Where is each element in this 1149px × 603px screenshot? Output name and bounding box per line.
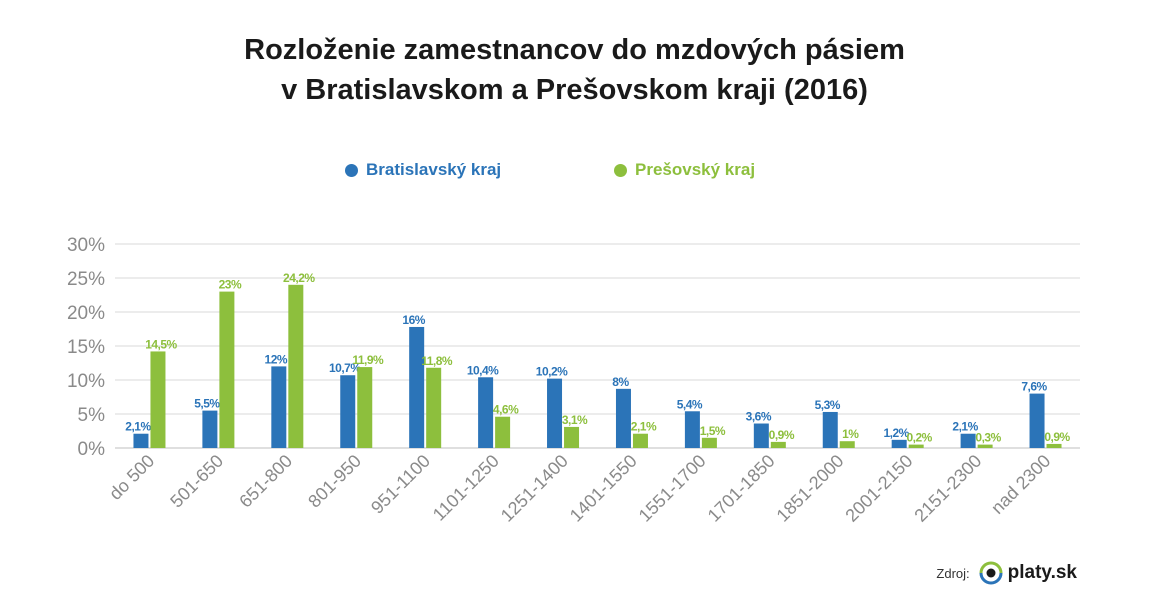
data-label-presov: 2,1% bbox=[631, 420, 657, 434]
legend-item-presov: Prešovský kraj bbox=[614, 160, 755, 180]
x-tick-label: 801-950 bbox=[304, 451, 365, 512]
data-label-presov: 1,5% bbox=[700, 424, 726, 438]
x-tick-label: 1251-1400 bbox=[497, 451, 572, 526]
data-label-presov: 24,2% bbox=[283, 271, 315, 285]
bar-presov bbox=[770, 441, 786, 448]
x-tick-label: nad 2300 bbox=[987, 451, 1054, 518]
bar-presov bbox=[357, 367, 373, 448]
bar-presov bbox=[1046, 443, 1062, 448]
x-tick-label: 2001-2150 bbox=[841, 451, 916, 526]
x-tick-label: do 500 bbox=[105, 451, 158, 504]
logo-text: platy.sk bbox=[1007, 562, 1077, 583]
bar-bratislava bbox=[1029, 393, 1045, 448]
data-label-presov: 0,2% bbox=[906, 431, 932, 445]
data-label-bratislava: 12% bbox=[265, 352, 288, 366]
legend-item-bratislava: Bratislavský kraj bbox=[345, 160, 501, 180]
title-line-1: Rozloženie zamestnancov do mzdových pási… bbox=[244, 34, 905, 66]
data-label-bratislava: 2,1% bbox=[125, 420, 151, 434]
bar-presov bbox=[495, 416, 511, 448]
x-tick-label: 1101-1250 bbox=[429, 451, 503, 525]
y-tick-label: 25% bbox=[67, 269, 105, 290]
legend-dot-bratislava bbox=[345, 163, 358, 177]
data-label-presov: 4,6% bbox=[493, 403, 519, 417]
x-tick-label: 501-650 bbox=[166, 451, 227, 512]
data-label-presov: 0,9% bbox=[769, 428, 795, 442]
chart-title: Rozloženie zamestnancov do mzdových pási… bbox=[0, 30, 1149, 110]
data-label-bratislava: 5,3% bbox=[815, 398, 841, 412]
x-tick-label: 1551-1700 bbox=[635, 451, 710, 526]
bar-bratislava bbox=[753, 423, 769, 448]
x-tick-label: 651-800 bbox=[235, 451, 296, 512]
x-tick-label: 1401-1550 bbox=[566, 451, 641, 526]
bar-bratislava bbox=[202, 410, 218, 448]
bar-bratislava bbox=[340, 375, 356, 448]
bar-presov bbox=[701, 437, 717, 448]
data-label-bratislava: 7,6% bbox=[1021, 380, 1047, 394]
bar-presov bbox=[150, 351, 166, 448]
bar-bratislava bbox=[684, 411, 700, 448]
x-tick-label: 1701-1850 bbox=[704, 451, 779, 526]
platy-logo-icon bbox=[978, 560, 1004, 586]
data-label-bratislava: 10,4% bbox=[467, 363, 499, 377]
data-label-bratislava: 10,2% bbox=[536, 365, 568, 379]
bar-presov bbox=[632, 433, 648, 448]
bar-bratislava bbox=[960, 433, 976, 448]
x-tick-label: 1851-2000 bbox=[773, 451, 848, 526]
data-label-presov: 0,3% bbox=[975, 431, 1001, 445]
source: Zdroj: platy.sk bbox=[936, 560, 1077, 586]
x-tick-label: 2151-2300 bbox=[910, 451, 985, 526]
bar-presov bbox=[426, 367, 442, 448]
data-label-bratislava: 16% bbox=[402, 313, 425, 327]
bar-bratislava bbox=[822, 411, 838, 448]
y-tick-label: 0% bbox=[78, 439, 106, 460]
legend-label-presov: Prešovský kraj bbox=[635, 160, 756, 179]
data-label-presov: 1% bbox=[842, 427, 859, 441]
data-label-bratislava: 5,5% bbox=[194, 397, 220, 411]
data-label-presov: 0,9% bbox=[1044, 430, 1070, 444]
bar-bratislava bbox=[478, 377, 494, 448]
data-label-bratislava: 5,4% bbox=[677, 397, 703, 411]
y-tick-label: 15% bbox=[67, 337, 105, 358]
bar-presov bbox=[288, 284, 304, 448]
data-label-presov: 11,8% bbox=[421, 354, 453, 368]
legend: Bratislavský kraj Prešovský kraj bbox=[0, 160, 1149, 184]
bar-presov bbox=[908, 444, 924, 448]
data-label-presov: 23% bbox=[219, 278, 242, 292]
data-label-bratislava: 1,2% bbox=[883, 426, 909, 440]
bar-presov bbox=[564, 426, 580, 448]
y-tick-label: 5% bbox=[78, 405, 106, 426]
legend-label-bratislava: Bratislavský kraj bbox=[366, 160, 502, 179]
bar-bratislava bbox=[615, 388, 631, 448]
data-label-presov: 11,9% bbox=[352, 353, 384, 367]
y-tick-label: 30% bbox=[67, 235, 105, 256]
data-label-presov: 14,5% bbox=[145, 337, 177, 351]
y-tick-label: 10% bbox=[67, 371, 105, 392]
bar-bratislava bbox=[271, 366, 287, 448]
data-label-presov: 3,1% bbox=[562, 413, 588, 427]
bar-presov bbox=[219, 291, 235, 448]
data-label-bratislava: 3,6% bbox=[746, 410, 772, 424]
bar-bratislava bbox=[409, 326, 425, 448]
title-line-2: v Bratislavskom a Prešovskom kraji (2016… bbox=[281, 74, 868, 106]
y-tick-label: 20% bbox=[67, 303, 105, 324]
bar-bratislava bbox=[133, 433, 149, 448]
bar-bratislava bbox=[547, 378, 563, 448]
bar-presov bbox=[839, 441, 855, 448]
bar-bratislava bbox=[891, 439, 907, 448]
legend-dot-presov bbox=[614, 163, 627, 177]
bar-presov bbox=[977, 444, 993, 448]
data-label-bratislava: 10,7% bbox=[329, 361, 361, 375]
data-label-bratislava: 2,1% bbox=[952, 420, 978, 434]
x-tick-label: 951-1100 bbox=[367, 451, 434, 518]
data-label-bratislava: 8% bbox=[612, 375, 629, 389]
source-label: Zdroj: bbox=[936, 565, 970, 581]
